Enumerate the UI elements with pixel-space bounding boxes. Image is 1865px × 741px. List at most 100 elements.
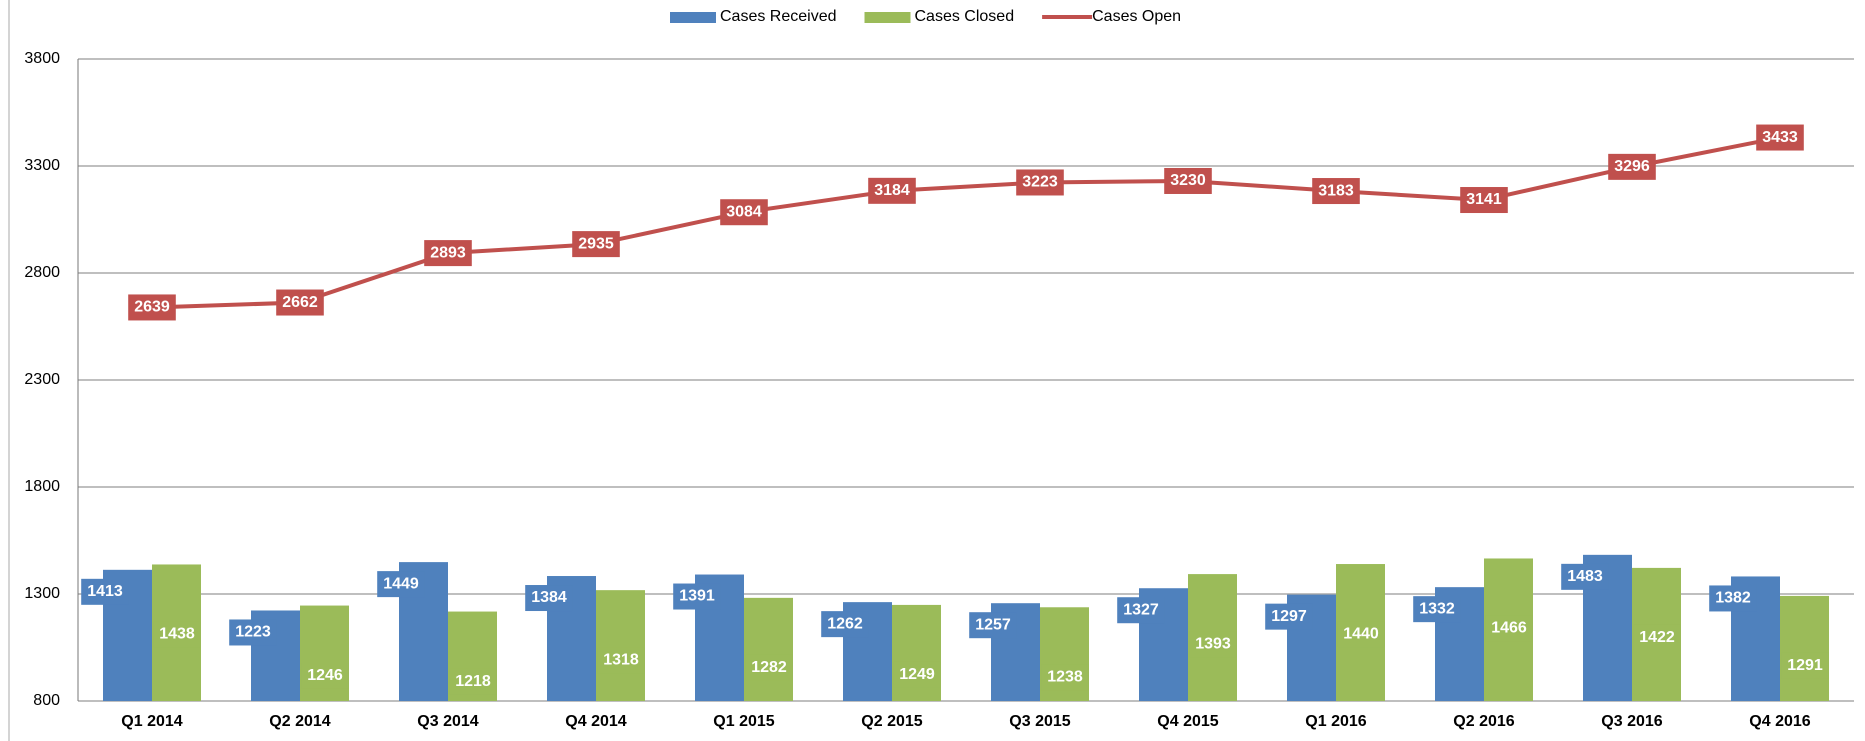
data-label: 3084	[726, 203, 762, 220]
x-tick-label: Q4 2014	[565, 713, 626, 730]
bar	[596, 590, 645, 701]
data-label: 1297	[1271, 608, 1307, 625]
data-label: 3223	[1022, 174, 1058, 191]
data-label: 1438	[159, 626, 195, 643]
data-label-box	[153, 621, 201, 648]
x-tick-label: Q2 2014	[269, 713, 330, 730]
x-tick-label: Q3 2014	[417, 713, 478, 730]
data-label-box	[1189, 631, 1237, 658]
data-label-box	[377, 571, 425, 598]
x-tick-label: Q4 2015	[1157, 713, 1218, 730]
data-label: 1257	[975, 616, 1011, 633]
data-label: 2662	[282, 294, 318, 311]
data-label-box	[301, 662, 349, 689]
data-label-box	[1016, 169, 1064, 196]
data-label: 1449	[383, 575, 419, 592]
data-label-box	[572, 231, 620, 258]
data-label: 2935	[578, 235, 614, 252]
data-label-box	[525, 585, 573, 612]
data-label: 1393	[1195, 635, 1231, 652]
x-tick-label: Q1 2015	[713, 713, 774, 730]
data-label: 1318	[603, 651, 639, 668]
data-label-box	[1561, 563, 1609, 590]
data-label-box	[1164, 167, 1212, 194]
data-label-box	[1608, 153, 1656, 180]
data-label-box	[449, 668, 497, 695]
legend-label: Cases Received	[720, 8, 837, 25]
data-label: 3183	[1318, 182, 1354, 199]
y-tick-label: 3300	[24, 157, 60, 174]
data-label: 1382	[1715, 590, 1751, 607]
data-label-box	[1041, 664, 1089, 691]
x-tick-label: Q1 2014	[121, 713, 182, 730]
data-label-box	[893, 661, 941, 688]
data-label: 1249	[899, 666, 935, 683]
line	[151, 135, 1781, 310]
data-label: 1262	[827, 615, 863, 632]
x-tick-label: Q3 2015	[1009, 713, 1070, 730]
data-label: 1384	[531, 589, 567, 606]
x-tick-label: Q2 2016	[1453, 713, 1514, 730]
legend-item: Cases Received	[670, 8, 837, 25]
data-label-box	[1265, 603, 1313, 630]
data-label: 1327	[1123, 601, 1159, 618]
legend-label: Cases Closed	[915, 8, 1015, 25]
data-label: 3230	[1170, 172, 1206, 189]
data-label-box	[821, 611, 869, 638]
data-label-box	[128, 294, 176, 321]
data-label: 3141	[1466, 191, 1502, 208]
data-label: 3184	[874, 182, 910, 199]
data-label-box	[1337, 621, 1385, 648]
data-label-box	[1312, 178, 1360, 205]
data-label: 1218	[455, 673, 491, 690]
data-label: 1246	[307, 667, 343, 684]
y-tick-label: 2800	[24, 264, 60, 281]
legend-item: Cases Open	[1042, 8, 1181, 25]
y-tick-label: 800	[33, 692, 60, 709]
data-label-box	[1781, 652, 1829, 679]
data-label-box	[597, 647, 645, 674]
data-label: 1391	[679, 588, 715, 605]
data-label: 1238	[1047, 668, 1083, 685]
data-label: 3433	[1762, 129, 1798, 146]
legend-label: Cases Open	[1092, 8, 1181, 25]
y-tick-label: 1800	[24, 478, 60, 495]
data-label-box	[1633, 624, 1681, 651]
data-label: 2893	[430, 244, 466, 261]
data-label-box	[1756, 124, 1804, 151]
legend-swatch	[670, 12, 716, 23]
y-tick-label: 3800	[24, 50, 60, 67]
x-tick-label: Q4 2016	[1749, 713, 1810, 730]
data-label-box	[276, 289, 324, 316]
data-label: 2639	[134, 299, 170, 316]
x-tick-label: Q2 2015	[861, 713, 922, 730]
data-label-box	[969, 612, 1017, 639]
data-label-box	[720, 199, 768, 226]
y-tick-label: 1300	[24, 585, 60, 602]
y-tick-label: 2300	[24, 371, 60, 388]
data-label: 1440	[1343, 625, 1379, 642]
data-label-box	[1485, 615, 1533, 642]
data-label: 1413	[87, 583, 123, 600]
data-label-box	[868, 177, 916, 204]
data-label-box	[229, 619, 277, 646]
data-label-box	[745, 654, 793, 681]
data-label: 1483	[1567, 568, 1603, 585]
data-label-box	[1117, 597, 1165, 624]
data-label: 1422	[1639, 629, 1675, 646]
x-tick-label: Q1 2016	[1305, 713, 1366, 730]
legend-swatch	[864, 12, 911, 23]
data-label: 1332	[1419, 600, 1455, 617]
x-tick-label: Q3 2016	[1601, 713, 1662, 730]
data-label-box	[1413, 596, 1461, 623]
legend-item: Cases Closed	[864, 8, 1015, 25]
data-label-box	[1709, 585, 1757, 612]
data-label-box	[1460, 187, 1508, 214]
data-label-box	[673, 583, 721, 610]
data-label: 1282	[751, 659, 787, 676]
bar	[1780, 595, 1829, 701]
data-label: 1223	[235, 624, 271, 641]
bar	[744, 597, 793, 701]
data-label: 1291	[1787, 657, 1823, 674]
